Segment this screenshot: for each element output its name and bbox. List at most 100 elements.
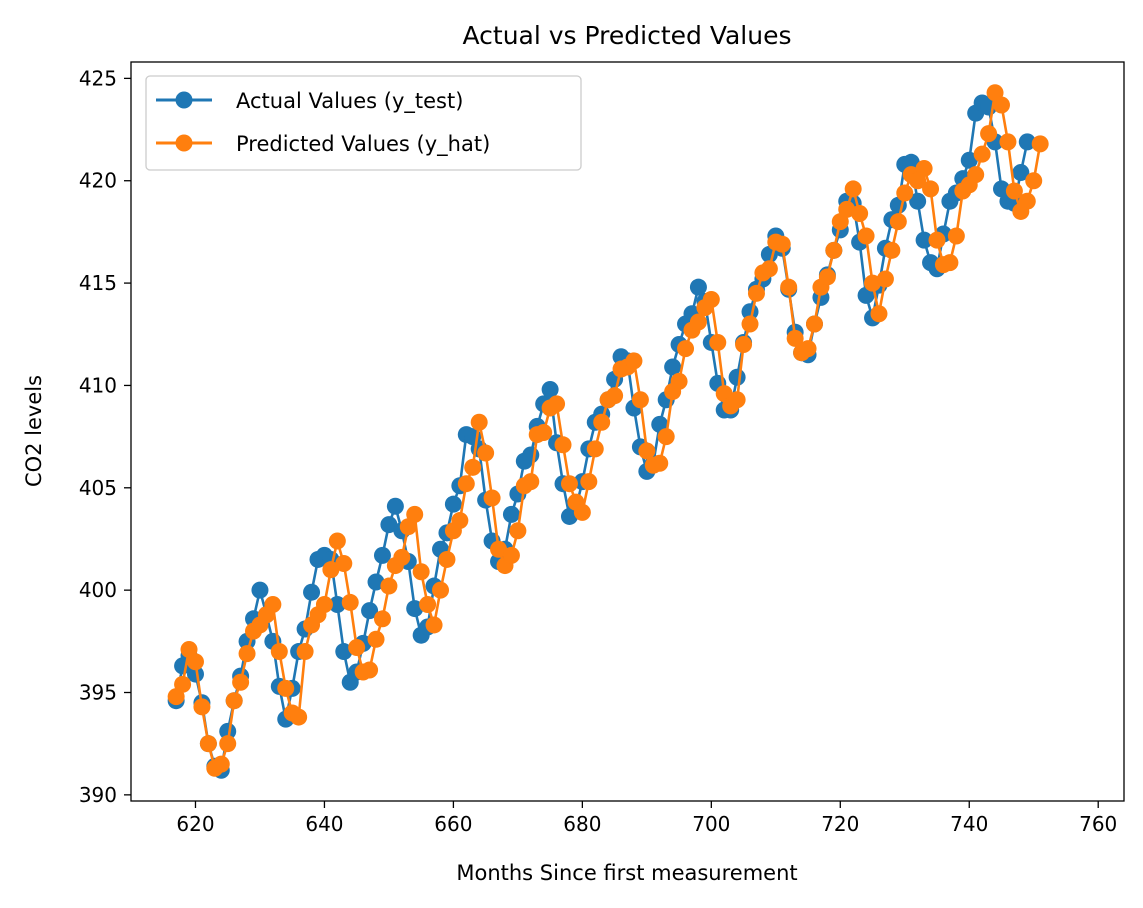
data-point (412, 563, 430, 581)
data-point (483, 489, 501, 507)
y-axis-title: CO2 levels (22, 375, 46, 487)
data-point (296, 643, 314, 661)
data-point (238, 645, 256, 663)
data-point (367, 573, 385, 591)
data-point (186, 653, 204, 671)
data-point (573, 503, 591, 521)
data-point (928, 231, 946, 249)
data-point (335, 643, 353, 661)
data-point (328, 595, 346, 613)
data-point (805, 315, 823, 333)
data-point (1018, 192, 1036, 210)
data-point (902, 153, 920, 171)
plot-frame (130, 61, 1125, 802)
data-point (818, 268, 836, 286)
data-point (264, 595, 282, 613)
data-point (186, 665, 204, 683)
data-point (380, 577, 398, 595)
data-point (838, 200, 856, 218)
data-point (992, 96, 1010, 114)
x-tick-label: 680 (563, 812, 601, 836)
data-point (728, 368, 746, 386)
y-tick-label: 425 (79, 66, 117, 90)
data-point (522, 473, 540, 491)
data-point (232, 673, 250, 691)
data-point (593, 413, 611, 431)
y-tick-label: 405 (79, 476, 117, 500)
data-point (728, 391, 746, 409)
data-point (502, 505, 520, 523)
data-point (361, 661, 379, 679)
data-point (857, 227, 875, 245)
data-point (361, 602, 379, 620)
data-point (367, 630, 385, 648)
data-point (348, 638, 366, 656)
data-point (470, 413, 488, 431)
data-point (425, 616, 443, 634)
legend-box (145, 75, 582, 171)
legend-marker-actual (175, 91, 193, 109)
data-point (980, 125, 998, 143)
data-point (477, 444, 495, 462)
data-point (1025, 172, 1043, 190)
x-tick-label: 740 (950, 812, 988, 836)
data-point (760, 260, 778, 278)
data-point (883, 241, 901, 259)
legend: Actual Values (y_test) Predicted Values … (145, 75, 582, 171)
x-tick-label: 660 (434, 812, 472, 836)
y-tick-label: 395 (79, 681, 117, 705)
data-point (747, 284, 765, 302)
y-tick-label: 390 (79, 783, 117, 807)
data-point (896, 184, 914, 202)
data-point (799, 340, 817, 358)
y-tick-label: 420 (79, 169, 117, 193)
data-point (909, 192, 927, 210)
data-point (586, 440, 604, 458)
data-point (393, 548, 411, 566)
data-point (999, 133, 1017, 151)
data-point (786, 329, 804, 347)
data-point (225, 692, 243, 710)
data-point (735, 336, 753, 353)
legend-marker-predicted (175, 134, 193, 152)
data-point (290, 708, 308, 726)
data-point (876, 270, 894, 288)
data-point (960, 151, 978, 169)
x-axis: 620 640 660 680 700 720 740 760 (176, 801, 1117, 836)
data-point (825, 241, 843, 259)
data-point (490, 540, 508, 558)
data-point (444, 495, 462, 513)
data-point (535, 424, 553, 442)
data-point (864, 274, 882, 292)
y-tick-label: 410 (79, 373, 117, 397)
data-point (689, 278, 707, 296)
data-point (1031, 135, 1049, 153)
data-point (580, 473, 598, 491)
data-point (322, 561, 340, 579)
y-tick-label: 400 (79, 578, 117, 602)
data-point (315, 595, 333, 613)
data-point (554, 436, 572, 454)
data-point (380, 516, 398, 534)
data-point (303, 583, 321, 601)
data-point (915, 159, 933, 177)
data-point (341, 593, 359, 611)
data-point (548, 395, 566, 413)
x-tick-label: 760 (1079, 812, 1117, 836)
data-point (328, 532, 346, 550)
data-point (199, 735, 217, 753)
data-point (457, 475, 475, 493)
data-point (677, 340, 695, 358)
y-axis: 390 395 400 405 410 415 420 425 (79, 66, 131, 807)
x-tick-label: 700 (692, 812, 730, 836)
data-point (193, 698, 211, 716)
data-point (560, 475, 578, 493)
x-axis-title: Months Since first measurement (456, 861, 797, 885)
data-point (522, 446, 540, 464)
data-point (174, 675, 192, 693)
data-point (406, 505, 424, 523)
y-tick-label: 415 (79, 271, 117, 295)
data-point (1005, 182, 1023, 200)
data-point (606, 387, 624, 405)
